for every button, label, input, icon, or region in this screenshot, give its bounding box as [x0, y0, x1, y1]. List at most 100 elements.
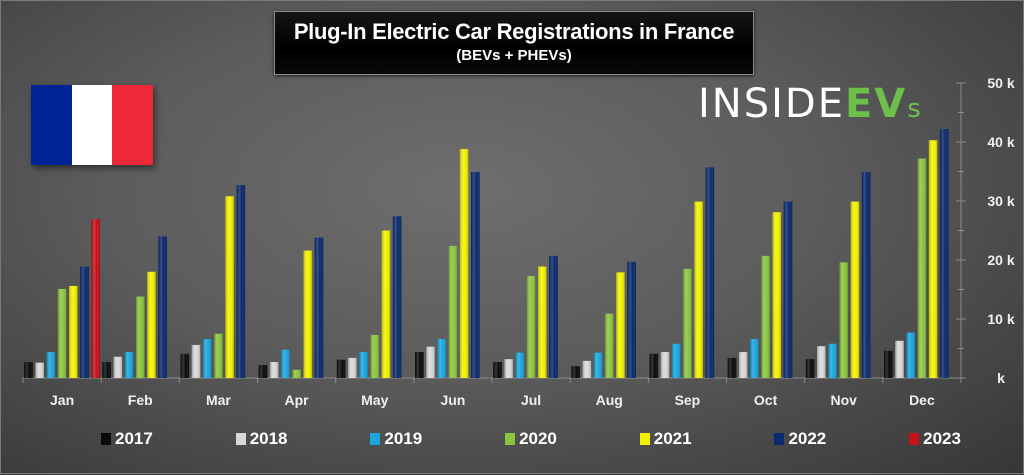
bar-shine [593, 352, 603, 378]
bar-2022-may [392, 216, 402, 378]
bar-2017-aug [571, 366, 580, 378]
bar-shine [526, 275, 536, 378]
bar-2017-mar [180, 353, 190, 378]
bar-shine [671, 343, 681, 378]
x-tick-label: Jun [440, 392, 465, 408]
legend-item-2022: 2022 [774, 429, 826, 449]
legend-swatch [909, 433, 920, 445]
bar-2020-mar [214, 333, 223, 378]
x-tick-label: Apr [285, 392, 310, 408]
legend-label: 2022 [788, 429, 827, 448]
title-box: Plug-In Electric Car Registrations in Fr… [274, 11, 754, 75]
y-tick-label: 50 k [987, 75, 1014, 91]
bar-2021-nov [850, 201, 860, 378]
bar-2020-feb [135, 296, 145, 378]
bar-shine [292, 369, 301, 378]
bar-2017-jun [415, 352, 424, 378]
bar-2017-dec [884, 350, 893, 378]
bar-shine [359, 352, 368, 378]
bar-shine [828, 343, 837, 378]
flag-stripe-red [112, 85, 154, 165]
x-tick-label: Dec [909, 392, 935, 408]
y-tick-label: 40 k [987, 134, 1014, 150]
bar-shine [459, 149, 469, 378]
bar-2018-mar [191, 344, 201, 378]
bar-2023-jan [91, 219, 100, 378]
bar-shine [381, 230, 391, 378]
bar-shine [817, 346, 826, 378]
bar-2017-may [336, 359, 346, 378]
bar-shine [504, 359, 513, 378]
bar-shine [24, 362, 33, 378]
bar-2019-mar [202, 339, 212, 378]
legend-label: 2017 [115, 429, 153, 448]
bar-shine [839, 262, 849, 378]
bar-shine [191, 344, 201, 378]
bar-2019-jul [515, 352, 525, 378]
bar-2018-jan [35, 362, 44, 378]
bar-shine [515, 352, 525, 378]
bar-shine [604, 313, 614, 378]
x-tick-label: Mar [206, 392, 231, 408]
bar-2019-oct [750, 339, 759, 378]
france-flag-icon [31, 85, 154, 165]
bar-2022-jul [549, 255, 558, 378]
bar-2019-apr [281, 349, 290, 378]
chart-title: Plug-In Electric Car Registrations in Fr… [293, 19, 735, 44]
bar-2017-apr [258, 365, 268, 378]
bar-2021-jul [537, 266, 547, 378]
bar-2018-jul [504, 359, 513, 378]
bar-shine [738, 352, 748, 378]
bar-shine [471, 172, 480, 378]
bar-shine [158, 236, 167, 378]
bar-shine [426, 346, 435, 378]
bar-shine [214, 333, 223, 378]
bar-2018-apr [269, 362, 279, 378]
bar-shine [314, 237, 324, 378]
bar-shine [135, 296, 145, 378]
bar-2021-feb [147, 271, 156, 378]
bar-shine [884, 350, 893, 378]
bar-shine [906, 332, 916, 378]
bar-shine [80, 266, 89, 378]
bar-shine [772, 212, 782, 378]
bar-2017-nov [805, 359, 815, 378]
y-tick-label: k [997, 370, 1005, 386]
legend-item-2023: 2023 [909, 429, 961, 449]
bar-shine [627, 261, 636, 378]
insideevs-logo: INSIDEEVs [698, 79, 923, 134]
bar-shine [269, 362, 279, 378]
bar-shine [705, 167, 715, 378]
bar-shine [415, 352, 424, 378]
bar-shine [35, 362, 44, 378]
bar-2022-oct [783, 201, 793, 378]
legend: 2017 2018 2019 2020 2021 2022 2023 [101, 427, 961, 451]
bar-shine [392, 216, 402, 378]
bar-2019-nov [828, 343, 837, 378]
bar-2021-jan [68, 285, 78, 378]
legend-label: 2021 [653, 429, 692, 448]
bar-shine [236, 185, 246, 378]
legend-item-2017: 2017 [101, 429, 153, 449]
bar-2019-jan [46, 352, 56, 378]
bar-2019-may [359, 352, 368, 378]
bar-2019-feb [124, 352, 134, 378]
bar-2018-dec [895, 340, 904, 378]
bar-2020-apr [292, 369, 301, 378]
bar-shine [571, 366, 580, 378]
bar-2022-dec [940, 129, 949, 378]
bar-shine [68, 285, 78, 378]
logo-ev-text: EV [844, 81, 908, 127]
bar-2021-sep [694, 201, 703, 378]
bar-shine [113, 356, 123, 378]
bar-2018-oct [738, 352, 748, 378]
bar-2020-jan [57, 288, 67, 378]
bar-shine [917, 158, 927, 378]
bar-2020-sep [683, 268, 692, 378]
bar-2022-mar [236, 185, 246, 378]
bar-2021-dec [928, 140, 938, 378]
bar-2018-sep [660, 352, 670, 378]
bar-2020-may [370, 334, 380, 378]
bar-shine [750, 339, 759, 378]
bar-shine [102, 362, 111, 378]
